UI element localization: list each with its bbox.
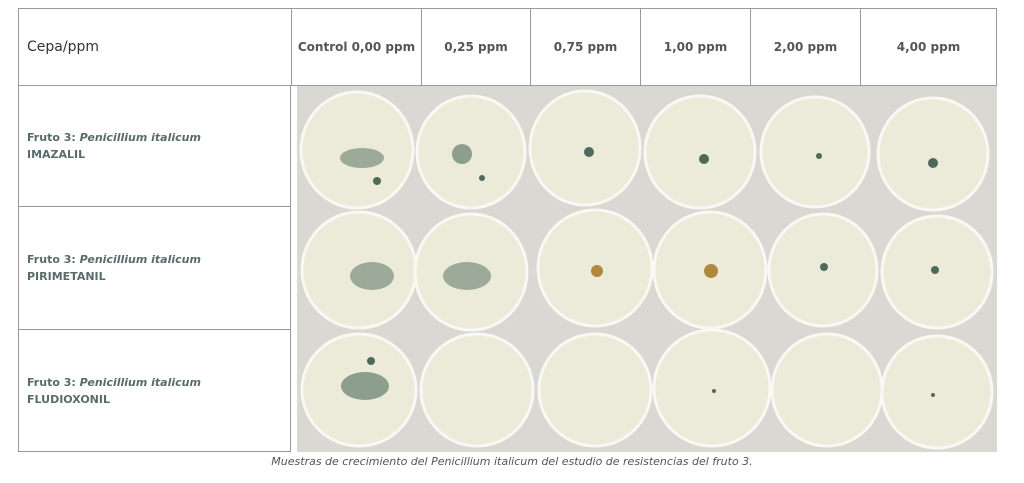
photo: [297, 86, 997, 452]
row-label: Fruto 3: Penicillium italicum PIRIMETANI…: [18, 206, 291, 330]
caption: Muestras de crecimiento del Penicillium …: [271, 455, 753, 468]
header-cell: 0,75 ppm: [530, 8, 641, 86]
prefix: Fruto 3:: [27, 253, 80, 266]
header-cell: 4,00 ppm: [860, 8, 997, 86]
prefix: Fruto 3:: [27, 375, 80, 389]
label-line: Fruto 3: Penicillium italicum: [27, 374, 290, 391]
row-label: Fruto 3: Penicillium italicum FLUDIOXONI…: [18, 329, 291, 452]
header-cell: 2,00 ppm: [750, 8, 861, 86]
fungicide: IMAZALIL: [27, 148, 86, 161]
species: Penicillium italicum: [79, 375, 201, 389]
header-cell: 1,00 ppm: [640, 8, 751, 86]
dishes: [299, 89, 994, 450]
fungicide: FLUDIOXONIL: [27, 392, 110, 406]
prefix: Fruto 3:: [27, 131, 80, 144]
colonies: [340, 144, 939, 400]
label-line: Fruto 3: Penicillium italicum: [27, 129, 290, 146]
header-cell: 0,25 ppm: [421, 8, 531, 86]
label-line: Fruto 3: Penicillium italicum: [27, 251, 290, 268]
species: Penicillium italicum: [79, 131, 201, 144]
header-cell: Cepa/ppm: [18, 8, 292, 86]
species: Penicillium italicum: [79, 253, 201, 266]
header-cell: Control 0,00 ppm: [291, 8, 422, 86]
row-label: Fruto 3: Penicillium italicum IMAZALIL: [18, 85, 291, 207]
fungicide: PIRIMETANIL: [27, 270, 106, 283]
